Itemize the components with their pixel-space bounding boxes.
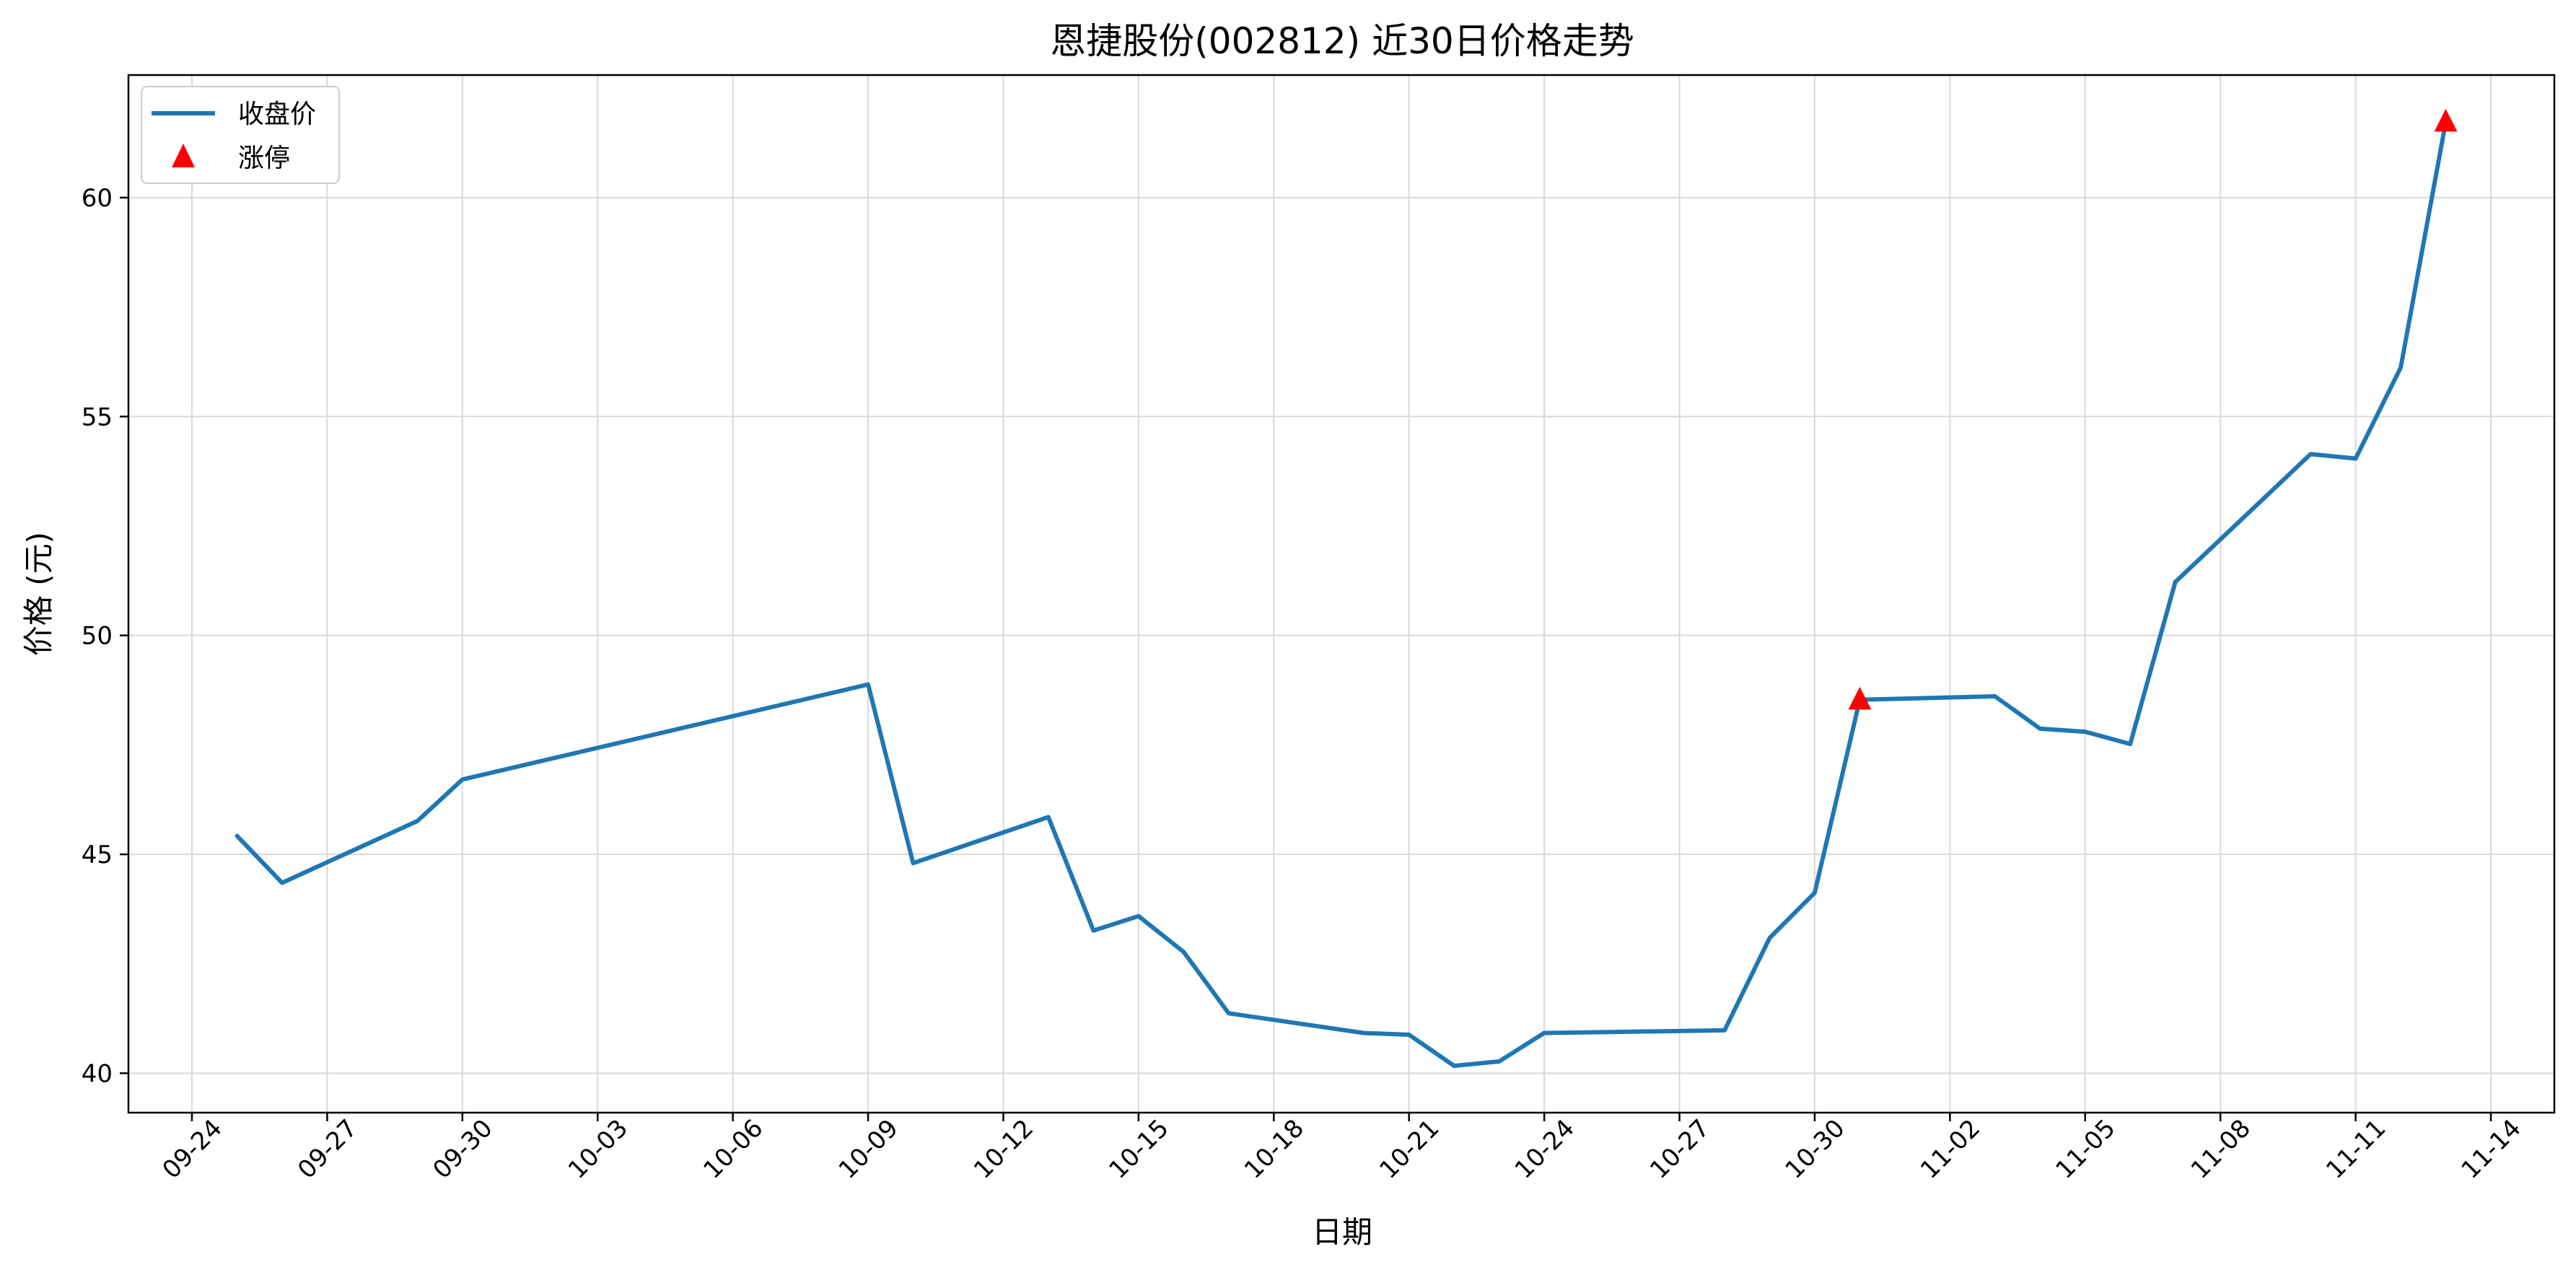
legend-label-limit-up: 涨停 xyxy=(238,144,290,173)
close-price-line xyxy=(235,119,2448,1069)
limit-up-marker xyxy=(2434,108,2458,132)
limit-up-marker xyxy=(1848,686,1872,710)
legend-triangle-swatch xyxy=(172,144,195,167)
series-layer xyxy=(235,108,2458,1069)
y-axis-label: 价格 (元) xyxy=(21,532,56,656)
y-tick-label: 40 xyxy=(82,1059,113,1088)
y-tick-label: 55 xyxy=(82,403,113,431)
legend: 收盘价 涨停 xyxy=(141,86,340,184)
legend-box xyxy=(141,86,340,184)
y-tick-label: 60 xyxy=(82,184,113,213)
plot-frame xyxy=(127,74,2556,1114)
y-tick-label: 45 xyxy=(82,841,113,869)
grid xyxy=(128,75,2554,1113)
x-axis-label: 日期 xyxy=(1312,1214,1372,1250)
chart-title: 恩捷股份(002812) 近30日价格走势 xyxy=(1050,20,1634,62)
legend-label-close: 收盘价 xyxy=(238,100,316,129)
y-tick-label: 50 xyxy=(82,622,113,651)
y-axis: 40 45 50 55 60 xyxy=(82,184,128,1088)
